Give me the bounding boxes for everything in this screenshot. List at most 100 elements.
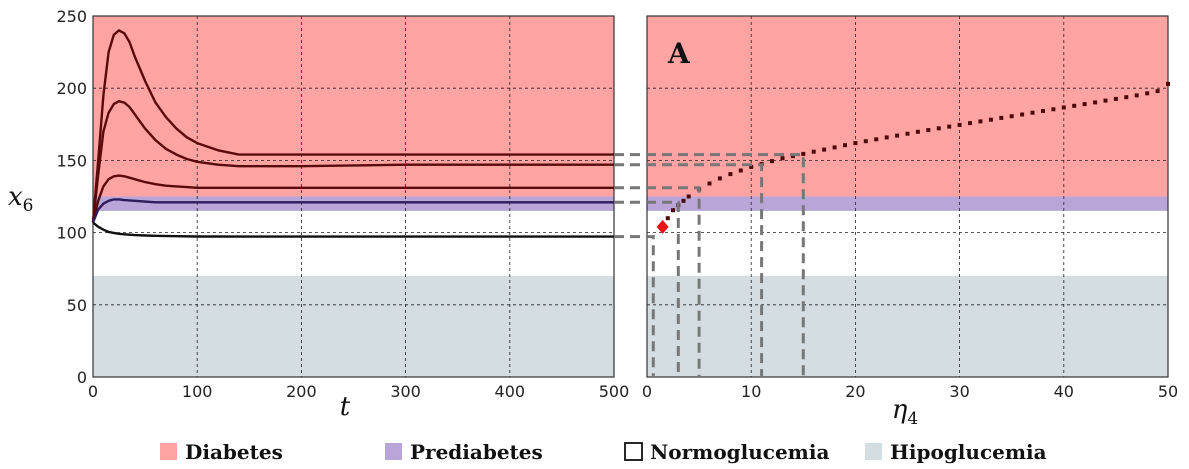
- curve-point: [749, 164, 754, 169]
- curve-point: [895, 133, 900, 138]
- curve-point: [853, 141, 858, 146]
- x-axis-label-right: η4: [892, 395, 918, 429]
- legend-label: Normoglucemia: [650, 440, 829, 464]
- curve-point: [1166, 81, 1170, 86]
- x-tick-label: 0: [88, 382, 98, 401]
- curve-point: [1051, 107, 1056, 112]
- curve-point: [957, 122, 962, 127]
- connector-guide-line: [614, 200, 680, 377]
- x-tick-label: 0: [642, 382, 652, 401]
- curve-point: [978, 119, 983, 124]
- left-chart-panel: 0 100 200 300 400 500 0 50 100 150 200 250: [56, 7, 629, 401]
- legend-label: Prediabetes: [410, 440, 543, 464]
- curve-point: [686, 194, 691, 199]
- region-normoglucemia: [93, 210, 614, 276]
- curve-point: [717, 176, 722, 181]
- x-tick-label: 30: [949, 382, 969, 401]
- curve-point: [947, 124, 952, 129]
- region-hipoglucemia: [647, 275, 1168, 377]
- panel-label: A: [667, 37, 691, 70]
- curve-point: [681, 198, 686, 203]
- y-tick-label: 150: [56, 151, 87, 170]
- curve-point: [926, 128, 931, 133]
- legend-label: Hipoglucemia: [890, 440, 1047, 464]
- curve-point: [1113, 96, 1118, 101]
- curve-point: [801, 151, 806, 156]
- curve-point: [728, 172, 733, 177]
- plot-frame: [646, 15, 1169, 378]
- series-line: [91, 100, 614, 223]
- connector-guide-line: [614, 186, 701, 377]
- curve-point: [671, 208, 675, 213]
- connector-guide-line: [614, 235, 655, 377]
- legend: Diabetes Prediabetes Normoglucemia Hipogluc…: [160, 440, 1047, 464]
- series-line: [91, 29, 614, 223]
- y-tick-label: 200: [56, 79, 87, 98]
- y-axis-label-left: x6: [8, 182, 34, 216]
- x-tick-label: 400: [495, 382, 526, 401]
- y-tick-label: 0: [77, 368, 87, 387]
- connector-guide-line: [614, 163, 764, 377]
- series-line: [92, 221, 614, 238]
- red-diamond-marker: [656, 219, 669, 234]
- curve-point: [843, 143, 847, 148]
- curve-point: [988, 117, 993, 122]
- y-tick-label: 50: [67, 296, 87, 315]
- x-axis-label-left: t: [340, 392, 351, 422]
- legend-label: Diabetes: [185, 440, 283, 464]
- x-tick-label: 100: [182, 382, 213, 401]
- region-diabetes: [93, 16, 614, 197]
- curve-point: [905, 131, 910, 136]
- curve-point: [968, 121, 972, 126]
- curve-point: [1009, 114, 1014, 119]
- region-prediabetes: [647, 196, 1168, 211]
- x-tick-label: 10: [741, 382, 761, 401]
- connector-guides: [614, 153, 805, 377]
- curve-point: [738, 168, 743, 173]
- x-tick-label: 200: [286, 382, 317, 401]
- curve-point: [770, 159, 774, 164]
- y-tick-label: 250: [56, 7, 87, 26]
- x-tick-label: 500: [599, 382, 630, 401]
- legend-swatch: [385, 443, 402, 460]
- legend-swatch: [865, 443, 882, 460]
- curve-point: [1155, 89, 1160, 94]
- curve-point: [1124, 95, 1129, 100]
- curve-point: [874, 137, 879, 142]
- curve-point: [1041, 109, 1045, 113]
- right-chart-panel: 0 10 20 30 40 50: [642, 15, 1178, 401]
- x-tick-label: 20: [845, 382, 865, 401]
- curve-point: [780, 156, 785, 161]
- curve-point: [1093, 100, 1098, 105]
- curve-point: [915, 129, 920, 134]
- legend-swatch: [160, 443, 177, 460]
- region-normoglucemia: [647, 210, 1168, 276]
- curve-point: [884, 135, 889, 140]
- x-tick-label: 40: [1054, 382, 1074, 401]
- x-tick-label: 50: [1158, 382, 1178, 401]
- x-tick-label: 300: [390, 382, 421, 401]
- curve-point: [811, 149, 816, 154]
- region-hipoglucemia: [93, 275, 614, 377]
- curve-point: [822, 147, 827, 152]
- curve-point: [665, 216, 670, 221]
- curve-point: [1134, 93, 1139, 98]
- legend-swatch: [624, 442, 643, 461]
- curve-point: [1020, 112, 1025, 117]
- y-tick-label: 100: [56, 224, 87, 243]
- curve-point: [863, 139, 868, 144]
- curve-point: [1103, 98, 1108, 103]
- curve-point: [936, 126, 941, 131]
- curve-point: [1145, 91, 1150, 96]
- y-axis-label-main: x6: [8, 182, 34, 216]
- curve-point: [1061, 105, 1066, 110]
- curve-point: [832, 145, 837, 150]
- curve-point: [1072, 103, 1077, 108]
- region-diabetes: [647, 16, 1168, 197]
- series-line: [91, 198, 614, 223]
- curve-point: [1030, 110, 1035, 115]
- plot-frame: [92, 15, 615, 378]
- curve-point: [999, 115, 1004, 120]
- curve-point: [1082, 102, 1087, 107]
